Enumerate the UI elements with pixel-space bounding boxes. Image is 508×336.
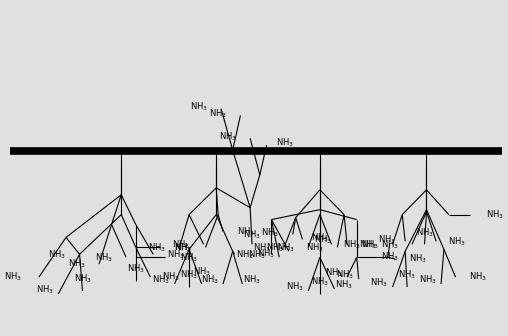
Text: NH$_3$: NH$_3$ bbox=[236, 248, 254, 260]
Text: NH$_3$: NH$_3$ bbox=[68, 258, 85, 270]
Text: NH$_3$: NH$_3$ bbox=[180, 269, 198, 281]
Text: NH$_3$: NH$_3$ bbox=[74, 273, 91, 285]
Text: NH$_3$: NH$_3$ bbox=[253, 241, 270, 254]
Text: NH$_3$: NH$_3$ bbox=[36, 284, 53, 296]
Text: NH$_3$: NH$_3$ bbox=[306, 241, 324, 254]
Text: NH$_3$: NH$_3$ bbox=[416, 226, 433, 239]
Text: NH$_3$: NH$_3$ bbox=[248, 248, 266, 260]
Text: NH$_3$: NH$_3$ bbox=[48, 248, 66, 260]
Text: NH$_3$: NH$_3$ bbox=[262, 226, 279, 239]
Text: NH$_3$: NH$_3$ bbox=[219, 130, 237, 142]
Text: NH$_3$: NH$_3$ bbox=[180, 251, 198, 263]
Text: NH$_3$: NH$_3$ bbox=[325, 267, 342, 279]
Text: NH$_3$: NH$_3$ bbox=[4, 271, 21, 283]
Text: NH$_3$: NH$_3$ bbox=[311, 231, 329, 244]
Text: NH$_3$: NH$_3$ bbox=[419, 274, 436, 286]
Text: NH$_3$: NH$_3$ bbox=[276, 137, 294, 150]
Text: NH$_3$: NH$_3$ bbox=[359, 238, 376, 251]
Text: NH$_3$: NH$_3$ bbox=[172, 238, 190, 251]
Text: NH$_3$: NH$_3$ bbox=[267, 241, 284, 254]
Text: NH$_3$: NH$_3$ bbox=[409, 253, 427, 265]
Text: NH$_3$: NH$_3$ bbox=[311, 276, 329, 288]
Text: NH$_3$: NH$_3$ bbox=[486, 208, 503, 221]
Text: NH$_3$: NH$_3$ bbox=[370, 277, 388, 289]
Text: NH$_3$: NH$_3$ bbox=[174, 241, 192, 254]
Text: NH$_3$: NH$_3$ bbox=[398, 269, 416, 281]
Text: NH$_3$: NH$_3$ bbox=[209, 107, 227, 120]
Text: NH$_3$: NH$_3$ bbox=[380, 238, 398, 251]
Text: NH$_3$: NH$_3$ bbox=[336, 269, 354, 281]
Text: NH$_3$: NH$_3$ bbox=[193, 266, 210, 279]
Text: NH$_3$: NH$_3$ bbox=[448, 235, 465, 248]
Text: NH$_3$: NH$_3$ bbox=[167, 248, 184, 260]
Text: NH$_3$: NH$_3$ bbox=[201, 274, 218, 286]
Text: NH$_3$: NH$_3$ bbox=[378, 233, 396, 246]
Text: NH$_3$: NH$_3$ bbox=[243, 274, 261, 286]
Text: NH$_3$: NH$_3$ bbox=[162, 271, 180, 283]
Text: NH$_3$: NH$_3$ bbox=[286, 281, 304, 293]
Text: NH$_3$: NH$_3$ bbox=[95, 251, 112, 263]
Text: NH$_3$: NH$_3$ bbox=[257, 247, 274, 259]
Text: NH$_3$: NH$_3$ bbox=[237, 225, 255, 238]
Text: NH$_3$: NH$_3$ bbox=[127, 263, 145, 276]
Text: NH$_3$: NH$_3$ bbox=[381, 250, 398, 262]
Text: NH$_3$: NH$_3$ bbox=[174, 241, 192, 254]
Text: NH$_3$: NH$_3$ bbox=[243, 228, 261, 241]
Text: NH$_3$: NH$_3$ bbox=[148, 241, 166, 254]
Text: NH$_3$: NH$_3$ bbox=[152, 274, 170, 286]
Text: NH$_3$: NH$_3$ bbox=[314, 233, 332, 246]
Text: NH$_3$: NH$_3$ bbox=[469, 271, 487, 283]
Text: NH$_3$: NH$_3$ bbox=[335, 279, 353, 291]
Text: NH$_3$: NH$_3$ bbox=[277, 241, 295, 254]
Text: NH$_3$: NH$_3$ bbox=[190, 100, 207, 113]
Text: NH$_3$: NH$_3$ bbox=[361, 238, 379, 251]
Text: NH$_3$: NH$_3$ bbox=[343, 238, 361, 251]
